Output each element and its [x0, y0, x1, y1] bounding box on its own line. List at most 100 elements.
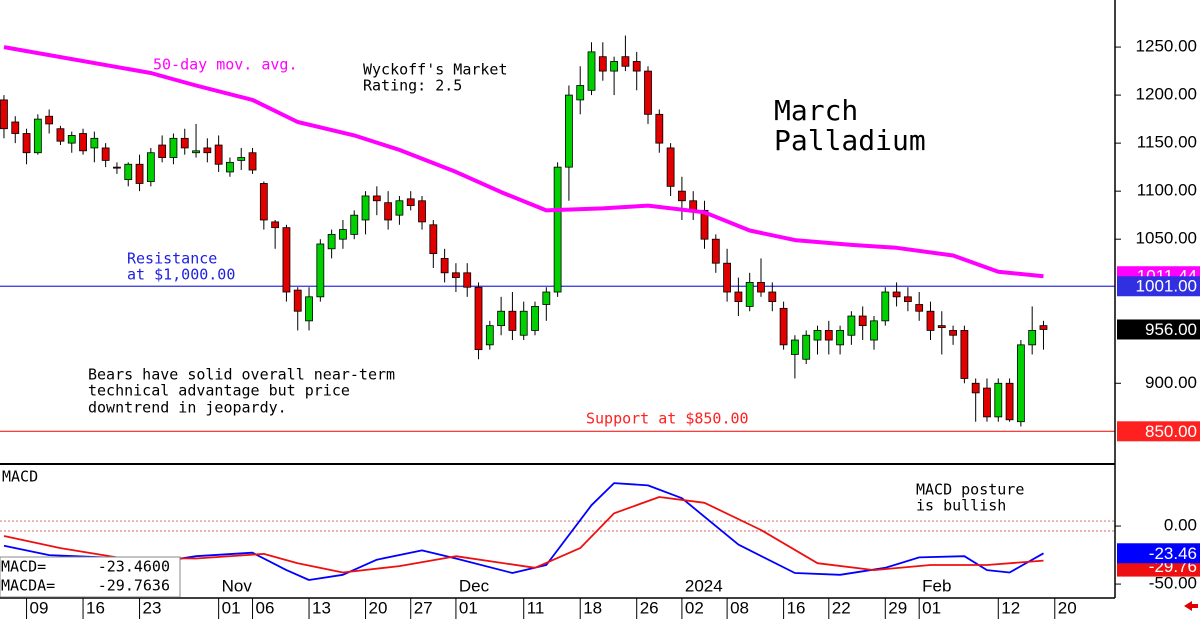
x-tick-label: 12 [1001, 598, 1020, 617]
series-line [3, 45, 1044, 279]
legend-name: MACD= [1, 558, 46, 576]
value-tag-label: -23.46 [1149, 544, 1197, 563]
candle-body [915, 304, 924, 312]
candle-body [169, 137, 178, 158]
candle-body [113, 166, 121, 169]
y-tick-label: 1100.00 [1137, 181, 1197, 200]
y-tick-label: 1200.00 [1136, 85, 1197, 104]
candle-body [870, 320, 878, 341]
candle-body [610, 61, 619, 72]
candle-body [508, 310, 517, 331]
chart-title: Palladium [774, 124, 926, 157]
legend-box [0, 556, 181, 598]
chart-title: March [774, 94, 858, 127]
candle-body [339, 229, 347, 240]
candle-body [926, 310, 935, 331]
value-tag-label: 1001.00 [1136, 277, 1197, 296]
candle-body [598, 56, 607, 72]
candle-body [0, 99, 8, 130]
candle-body [395, 200, 404, 216]
y-tick-label: 900.00 [1145, 373, 1197, 392]
note: technical advantage but price [88, 382, 350, 400]
candle-body [779, 307, 788, 346]
x-tick-label: 01 [459, 598, 478, 617]
candle-body [723, 262, 732, 293]
candle-body [33, 118, 42, 154]
y-tick-label: 1250.00 [1136, 37, 1197, 56]
candle-body [994, 382, 1003, 418]
candle-body [971, 382, 980, 394]
candle-body [666, 147, 675, 187]
candle-body [463, 272, 472, 288]
legend-value: -23.4600 [98, 558, 170, 576]
candle-body [384, 202, 393, 221]
candle-body [949, 330, 957, 336]
candle-body [124, 163, 133, 181]
candle-body [79, 133, 87, 152]
candle-body [565, 94, 573, 168]
resistance-label: at $1,000.00 [127, 266, 235, 284]
x-tick-label: 01 [922, 598, 941, 617]
candle-body [531, 306, 539, 331]
x-tick-label: 01 [222, 598, 241, 617]
legend-value: -29.7636 [98, 577, 170, 595]
candle-body [474, 286, 483, 351]
resistance-label: Resistance [127, 250, 217, 268]
x-tick-label: 09 [30, 598, 49, 617]
x-tick-label: 02 [685, 598, 704, 617]
candle-body [316, 243, 325, 298]
note: downtrend in jeopardy. [88, 399, 287, 417]
x-tick-label: 16 [86, 598, 105, 617]
value-tag [1117, 276, 1200, 297]
candle-body [937, 325, 946, 328]
candle-body [226, 161, 234, 173]
value-tag [1117, 319, 1200, 340]
candle-body [372, 195, 381, 202]
candle-body [418, 200, 426, 223]
x-tick-label: 22 [832, 598, 851, 617]
candle-body [67, 135, 76, 144]
candle-body [259, 183, 268, 221]
candle-body [542, 291, 551, 305]
candle-body [836, 330, 844, 346]
month-label: Dec [459, 576, 490, 595]
value-tag-label: 850.00 [1145, 422, 1197, 441]
candle-body [440, 257, 449, 274]
candle-body [45, 115, 54, 125]
candle-body [824, 330, 833, 341]
subtitle: Rating: 2.5 [363, 77, 462, 95]
x-tick-label: 16 [787, 598, 806, 617]
candle-body [158, 144, 167, 158]
candle-body [11, 121, 20, 134]
candle-body [983, 387, 991, 418]
x-tick-label: 18 [583, 598, 602, 617]
candle-body [1005, 382, 1014, 421]
candle-body [1016, 344, 1025, 423]
macd-note: MACD posture [916, 481, 1024, 499]
x-tick-label: 11 [527, 598, 545, 617]
candle-body [813, 330, 822, 341]
candle-body [56, 128, 65, 142]
scroll-arrow [1184, 601, 1198, 611]
candle-body [644, 70, 652, 115]
candle-body [146, 152, 155, 182]
candle-body [90, 137, 99, 149]
x-tick-label: 29 [888, 598, 907, 617]
candle-body [757, 282, 765, 293]
candle-body [903, 296, 912, 303]
candle-body [22, 133, 31, 154]
candle-body [519, 310, 528, 336]
candle-body [192, 150, 200, 154]
support-label: Support at $850.00 [586, 410, 749, 428]
candle-body [576, 85, 585, 101]
panel-title: MACD [2, 468, 38, 486]
series-line [3, 496, 1044, 574]
candle-body [485, 325, 494, 346]
candle-body [327, 233, 336, 250]
legend-name: MACDA= [1, 577, 55, 595]
candle-body [678, 190, 686, 202]
x-tick-label: 23 [143, 598, 162, 617]
candle-body [293, 289, 302, 312]
month-label: Feb [922, 576, 951, 595]
